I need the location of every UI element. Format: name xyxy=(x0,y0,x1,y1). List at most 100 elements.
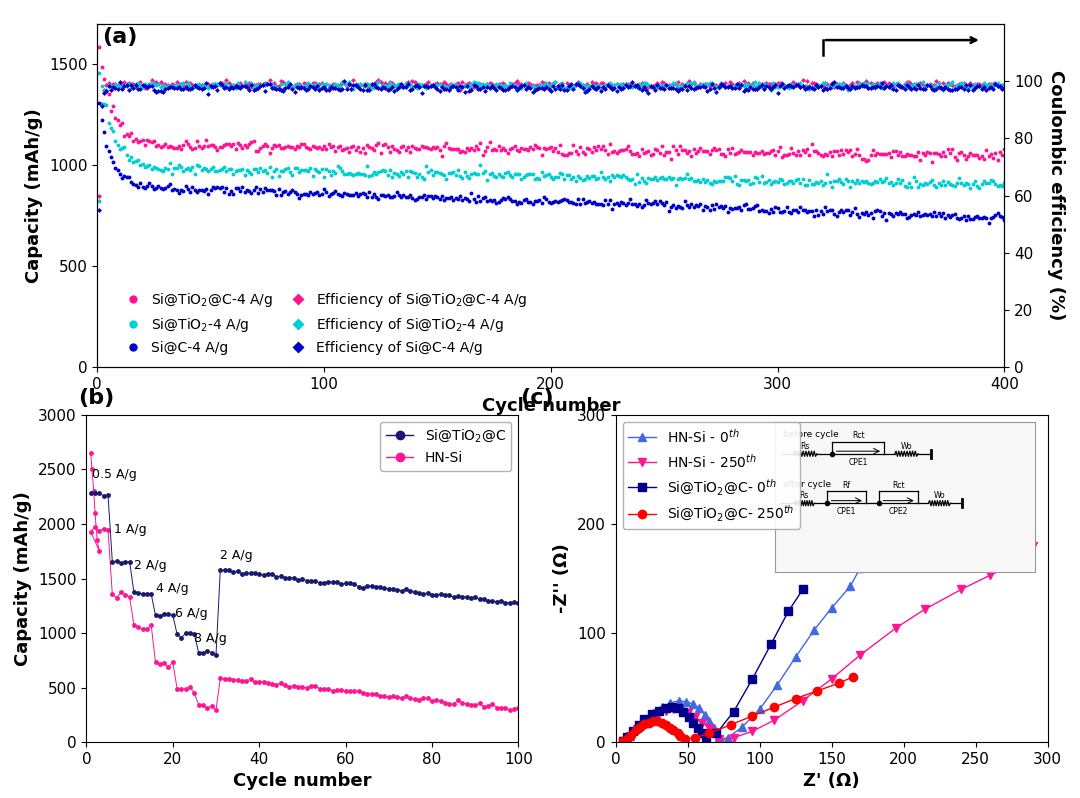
HN-Si - 0$^{th}$ xyxy=(714,735,727,745)
Si@TiO$_2$@C- 0$^{th}$ xyxy=(700,732,713,741)
HN-Si - 0$^{th}$ xyxy=(617,737,630,746)
Y-axis label: -Z'' (Ω): -Z'' (Ω) xyxy=(553,543,571,614)
Si@TiO$_2$@C- 250$^{th}$ xyxy=(638,719,651,729)
Y-axis label: Coulombic efficiency (%): Coulombic efficiency (%) xyxy=(1048,70,1065,321)
Si@TiO$_2$@C- 250$^{th}$ xyxy=(660,720,673,729)
HN-Si - 250$^{th}$ xyxy=(660,705,673,715)
Si@TiO$_2$@C- 0$^{th}$ xyxy=(645,709,658,718)
Si@TiO$_2$@C- 0$^{th}$ xyxy=(632,720,645,729)
HN-Si - 0$^{th}$ xyxy=(713,732,726,741)
Text: 2 A/g: 2 A/g xyxy=(220,549,253,562)
HN-Si - 0$^{th}$ xyxy=(656,702,669,712)
HN-Si - 0$^{th}$ xyxy=(631,723,644,733)
Si@TiO$_2$@C- 250$^{th}$ xyxy=(634,722,647,732)
Si@TiO$_2$@C- 250$^{th}$ xyxy=(647,717,660,726)
Si@TiO$_2$@C- 0$^{th}$ xyxy=(652,705,665,715)
Text: 2 A/g: 2 A/g xyxy=(134,559,166,571)
Si@TiO$_2$@C- 250$^{th}$ xyxy=(617,737,630,746)
Line: Si@TiO$_2$@C- 0$^{th}$: Si@TiO$_2$@C- 0$^{th}$ xyxy=(619,585,807,745)
X-axis label: Z' (Ω): Z' (Ω) xyxy=(804,772,860,790)
Si@TiO$_2$@C- 0$^{th}$ xyxy=(691,723,704,733)
HN-Si - 250$^{th}$ xyxy=(652,708,665,717)
HN-Si - 250$^{th}$ xyxy=(1012,557,1025,567)
Si@TiO$_2$@C- 0$^{th}$ xyxy=(782,606,795,616)
HN-Si - 250$^{th}$ xyxy=(1027,541,1040,551)
Si@TiO$_2$@C- 0$^{th}$ xyxy=(660,704,673,713)
HN-Si - 0$^{th}$ xyxy=(673,696,686,705)
HN-Si - 250$^{th}$ xyxy=(645,713,658,722)
HN-Si - 0$^{th}$ xyxy=(710,728,723,737)
Si@TiO$_2$@C- 250$^{th}$ xyxy=(768,702,781,712)
HN-Si - 250$^{th}$ xyxy=(703,723,716,733)
X-axis label: Cycle number: Cycle number xyxy=(482,397,620,415)
HN-Si - 0$^{th}$ xyxy=(703,717,716,726)
Si@TiO$_2$@C- 0$^{th}$ xyxy=(683,713,696,722)
Si@TiO$_2$@C- 250$^{th}$ xyxy=(664,723,677,733)
HN-Si - 0$^{th}$ xyxy=(707,723,720,733)
Si@TiO$_2$@C- 250$^{th}$ xyxy=(725,720,738,729)
HN-Si - 250$^{th}$ xyxy=(631,725,644,734)
Si@TiO$_2$@C- 250$^{th}$ xyxy=(688,733,701,743)
Si@TiO$_2$@C- 250$^{th}$ xyxy=(651,717,664,726)
HN-Si - 250$^{th}$ xyxy=(623,731,636,741)
Legend: HN-Si - 0$^{th}$, HN-Si - 250$^{th}$, Si@TiO$_2$@C- 0$^{th}$, Si@TiO$_2$@C- 250$: HN-Si - 0$^{th}$, HN-Si - 250$^{th}$, Si… xyxy=(622,422,800,529)
Text: 1 A/g: 1 A/g xyxy=(114,523,147,535)
HN-Si - 250$^{th}$ xyxy=(710,731,723,741)
HN-Si - 0$^{th}$ xyxy=(735,722,748,732)
Si@TiO$_2$@C- 0$^{th}$ xyxy=(696,729,708,738)
HN-Si - 250$^{th}$ xyxy=(890,622,903,632)
Si@TiO$_2$@C- 0$^{th}$ xyxy=(796,585,809,595)
Si@TiO$_2$@C- 0$^{th}$ xyxy=(727,707,740,717)
HN-Si - 0$^{th}$ xyxy=(753,705,766,714)
Si@TiO$_2$@C- 250$^{th}$ xyxy=(630,725,643,735)
Si@TiO$_2$@C- 0$^{th}$ xyxy=(626,726,639,736)
HN-Si - 0$^{th}$ xyxy=(699,710,712,720)
Si@TiO$_2$@C- 250$^{th}$ xyxy=(666,725,679,735)
Text: (c): (c) xyxy=(521,389,554,409)
HN-Si - 0$^{th}$ xyxy=(789,652,802,662)
HN-Si - 250$^{th}$ xyxy=(707,728,720,737)
Si@TiO$_2$@C- 0$^{th}$ xyxy=(665,702,678,712)
HN-Si - 250$^{th}$ xyxy=(727,733,740,743)
HN-Si - 0$^{th}$ xyxy=(770,681,783,690)
Si@TiO$_2$@C- 0$^{th}$ xyxy=(638,714,651,724)
Si@TiO$_2$@C- 250$^{th}$ xyxy=(643,717,656,727)
HN-Si - 0$^{th}$ xyxy=(623,731,636,741)
Line: HN-Si - 0$^{th}$: HN-Si - 0$^{th}$ xyxy=(619,563,865,745)
Si@TiO$_2$@C- 0$^{th}$ xyxy=(746,674,759,684)
Si@TiO$_2$@C- 0$^{th}$ xyxy=(677,707,690,717)
Si@TiO$_2$@C- 250$^{th}$ xyxy=(811,686,824,696)
HN-Si - 250$^{th}$ xyxy=(919,604,932,614)
Si@TiO$_2$@C- 250$^{th}$ xyxy=(671,729,684,738)
Text: (b): (b) xyxy=(78,389,114,409)
HN-Si - 0$^{th}$ xyxy=(854,563,867,572)
Si@TiO$_2$@C- 250$^{th}$ xyxy=(789,693,802,703)
Legend: Si@TiO$_2$@C-4 A/g, Si@TiO$_2$-4 A/g, Si@C-4 A/g, Efficiency of Si@TiO$_2$@C-4 A: Si@TiO$_2$@C-4 A/g, Si@TiO$_2$-4 A/g, Si… xyxy=(113,285,532,360)
HN-Si - 0$^{th}$ xyxy=(647,708,660,717)
HN-Si - 250$^{th}$ xyxy=(984,571,997,580)
HN-Si - 0$^{th}$ xyxy=(638,716,651,725)
Text: 8 A/g: 8 A/g xyxy=(194,632,227,645)
Line: HN-Si - 250$^{th}$: HN-Si - 250$^{th}$ xyxy=(619,542,1038,745)
Si@TiO$_2$@C- 0$^{th}$ xyxy=(671,704,684,713)
X-axis label: Cycle number: Cycle number xyxy=(233,772,372,790)
Si@TiO$_2$@C- 250$^{th}$ xyxy=(746,711,759,721)
HN-Si - 250$^{th}$ xyxy=(768,716,781,725)
HN-Si - 0$^{th}$ xyxy=(679,697,692,706)
Text: (a): (a) xyxy=(102,27,137,47)
Si@TiO$_2$@C- 0$^{th}$ xyxy=(710,729,723,738)
HN-Si - 0$^{th}$ xyxy=(664,698,677,708)
Text: 6 A/g: 6 A/g xyxy=(175,606,207,620)
HN-Si - 250$^{th}$ xyxy=(955,585,968,595)
Si@TiO$_2$@C- 250$^{th}$ xyxy=(656,717,669,727)
HN-Si - 0$^{th}$ xyxy=(843,582,856,591)
HN-Si - 250$^{th}$ xyxy=(746,726,759,736)
Y-axis label: Capacity (mAh/g): Capacity (mAh/g) xyxy=(14,492,32,666)
HN-Si - 250$^{th}$ xyxy=(854,650,867,660)
Text: 4 A/g: 4 A/g xyxy=(156,582,188,595)
Si@TiO$_2$@C- 250$^{th}$ xyxy=(625,729,638,739)
HN-Si - 0$^{th}$ xyxy=(692,704,705,713)
HN-Si - 0$^{th}$ xyxy=(687,699,700,709)
Line: Si@TiO$_2$@C- 250$^{th}$: Si@TiO$_2$@C- 250$^{th}$ xyxy=(619,673,858,745)
Y-axis label: Capacity (mAh/g): Capacity (mAh/g) xyxy=(26,109,43,282)
